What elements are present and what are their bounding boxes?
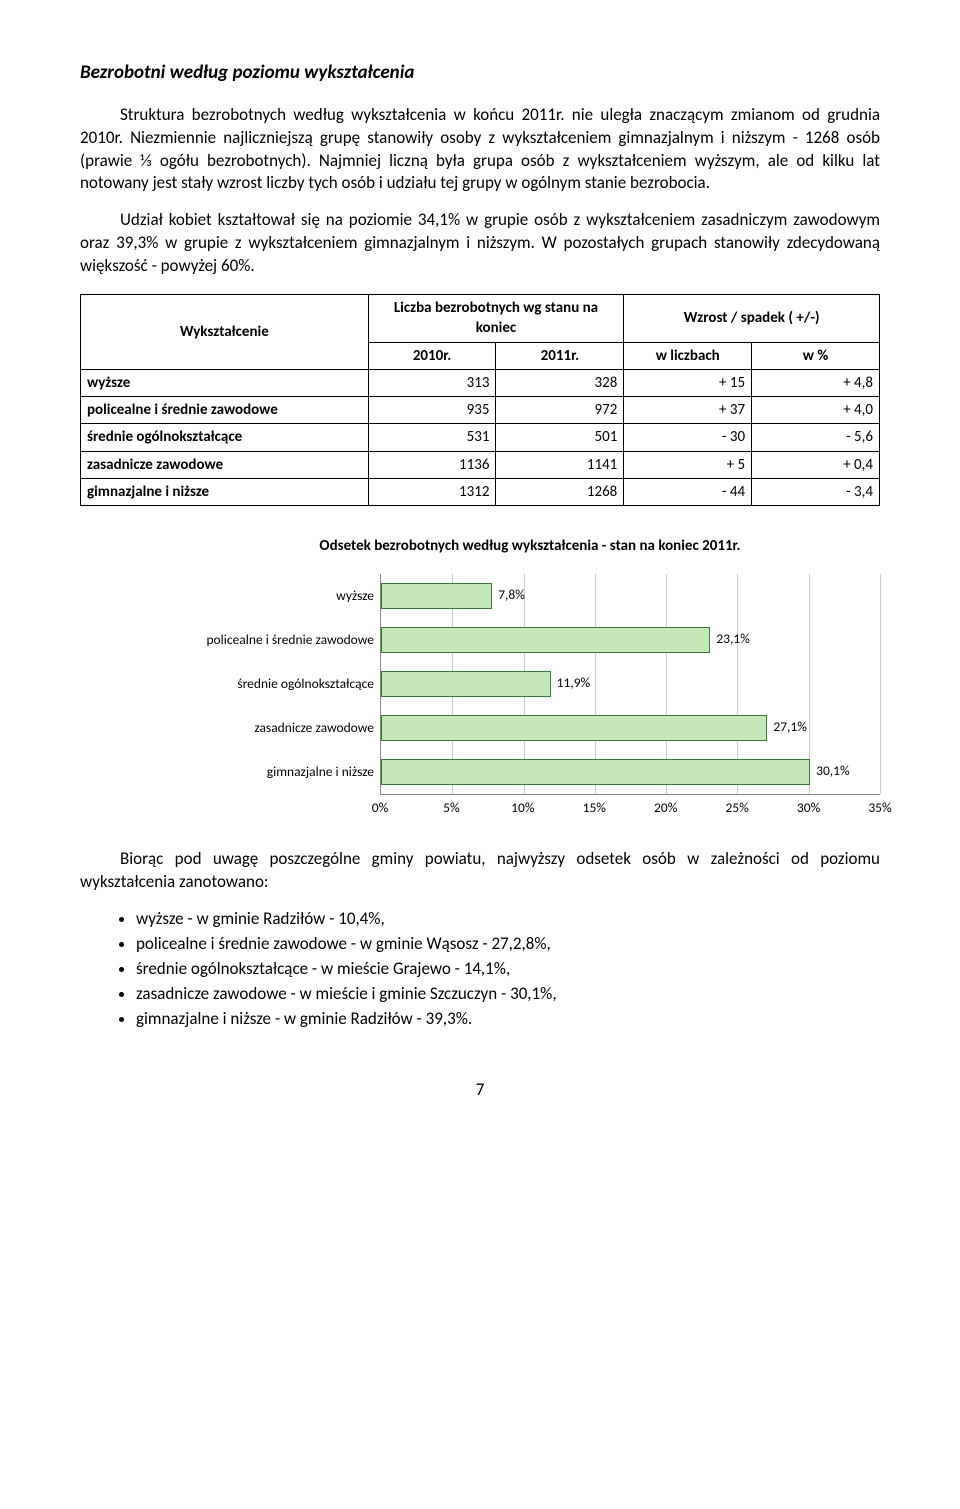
chart-axis-tick: 15%	[583, 799, 606, 817]
page-number: 7	[80, 1079, 880, 1102]
list-item: gimnazjalne i niższe - w gminie Radziłów…	[136, 1008, 880, 1031]
table-cell: 1312	[368, 478, 496, 505]
table-cell: + 0,4	[752, 451, 880, 478]
chart-axis-tick: 5%	[443, 799, 460, 817]
table-cell: 501	[496, 424, 624, 451]
table-cell: + 37	[624, 397, 752, 424]
table-subheader: w liczbach	[624, 342, 752, 369]
body-paragraph: Biorąc pod uwagę poszczególne gminy powi…	[80, 848, 880, 894]
section-title: Bezrobotni według poziomu wykształcenia	[80, 60, 880, 86]
table-cell: 313	[368, 369, 496, 396]
chart-plot-area: 7,8%	[380, 574, 880, 618]
body-paragraph: Udział kobiet kształtował się na poziomi…	[80, 209, 880, 278]
table-header-change: Wzrost / spadek ( +/-)	[624, 295, 880, 343]
education-chart: Odsetek bezrobotnych według wykształceni…	[180, 536, 880, 818]
table-cell: - 30	[624, 424, 752, 451]
table-header-count: Liczba bezrobotnych wg stanu na koniec	[368, 295, 624, 343]
table-cell: - 44	[624, 478, 752, 505]
table-row: wyższe313328+ 15+ 4,8	[81, 369, 880, 396]
table-row: policealne i średnie zawodowe935972+ 37+…	[81, 397, 880, 424]
list-item: średnie ogólnokształcące - w mieście Gra…	[136, 958, 880, 981]
table-cell: 935	[368, 397, 496, 424]
chart-value-label: 11,9%	[557, 674, 591, 692]
body-paragraph: Struktura bezrobotnych według wykształce…	[80, 104, 880, 196]
chart-category-label: wyższe	[180, 587, 380, 605]
chart-bar	[381, 715, 767, 741]
table-subheader: 2011r.	[496, 342, 624, 369]
chart-row: średnie ogólnokształcące 11,9%	[180, 662, 880, 706]
bullet-list: wyższe - w gminie Radziłów - 10,4%,polic…	[80, 908, 880, 1031]
table-cell: 1141	[496, 451, 624, 478]
table-row: zasadnicze zawodowe11361141+ 5+ 0,4	[81, 451, 880, 478]
chart-axis-tick: 20%	[654, 799, 677, 817]
table-cell: + 15	[624, 369, 752, 396]
chart-plot-area: 30,1%	[380, 750, 880, 794]
table-row: średnie ogólnokształcące531501- 30- 5,6	[81, 424, 880, 451]
education-table: Wykształcenie Liczba bezrobotnych wg sta…	[80, 294, 880, 506]
chart-value-label: 7,8%	[498, 586, 525, 604]
chart-x-axis: 0%5%10%15%20%25%30%35%	[380, 794, 880, 818]
table-cell: + 5	[624, 451, 752, 478]
table-subheader: w %	[752, 342, 880, 369]
chart-row: policealne i średnie zawodowe 23,1%	[180, 618, 880, 662]
chart-axis-tick: 35%	[868, 799, 891, 817]
table-cell: 972	[496, 397, 624, 424]
chart-axis-tick: 30%	[797, 799, 820, 817]
chart-plot-area: 11,9%	[380, 662, 880, 706]
table-cell: + 4,0	[752, 397, 880, 424]
table-header-label: Wykształcenie	[81, 295, 369, 370]
table-cell-label: zasadnicze zawodowe	[81, 451, 369, 478]
chart-value-label: 30,1%	[816, 762, 850, 780]
table-cell-label: policealne i średnie zawodowe	[81, 397, 369, 424]
table-cell: 1268	[496, 478, 624, 505]
chart-value-label: 27,1%	[773, 718, 807, 736]
chart-category-label: policealne i średnie zawodowe	[180, 631, 380, 649]
chart-bar	[381, 583, 492, 609]
chart-row: gimnazjalne i niższe 30,1%	[180, 750, 880, 794]
table-cell: + 4,8	[752, 369, 880, 396]
chart-row: zasadnicze zawodowe 27,1%	[180, 706, 880, 750]
chart-title: Odsetek bezrobotnych według wykształceni…	[180, 536, 880, 556]
chart-axis-tick: 25%	[725, 799, 748, 817]
chart-bar	[381, 759, 810, 785]
chart-bar	[381, 671, 551, 697]
list-item: policealne i średnie zawodowe - w gminie…	[136, 933, 880, 956]
table-cell: 328	[496, 369, 624, 396]
table-cell-label: wyższe	[81, 369, 369, 396]
table-cell-label: gimnazjalne i niższe	[81, 478, 369, 505]
table-subheader: 2010r.	[368, 342, 496, 369]
chart-category-label: średnie ogólnokształcące	[180, 675, 380, 693]
chart-axis-tick: 10%	[511, 799, 534, 817]
table-cell: 531	[368, 424, 496, 451]
chart-category-label: zasadnicze zawodowe	[180, 719, 380, 737]
table-cell: - 5,6	[752, 424, 880, 451]
table-cell: 1136	[368, 451, 496, 478]
table-row: gimnazjalne i niższe13121268- 44- 3,4	[81, 478, 880, 505]
chart-plot-area: 27,1%	[380, 706, 880, 750]
chart-category-label: gimnazjalne i niższe	[180, 763, 380, 781]
list-item: zasadnicze zawodowe - w mieście i gminie…	[136, 983, 880, 1006]
chart-plot-area: 23,1%	[380, 618, 880, 662]
chart-bar	[381, 627, 710, 653]
table-cell: - 3,4	[752, 478, 880, 505]
chart-row: wyższe 7,8%	[180, 574, 880, 618]
list-item: wyższe - w gminie Radziłów - 10,4%,	[136, 908, 880, 931]
table-cell-label: średnie ogólnokształcące	[81, 424, 369, 451]
chart-value-label: 23,1%	[716, 630, 750, 648]
chart-axis-tick: 0%	[372, 799, 389, 817]
